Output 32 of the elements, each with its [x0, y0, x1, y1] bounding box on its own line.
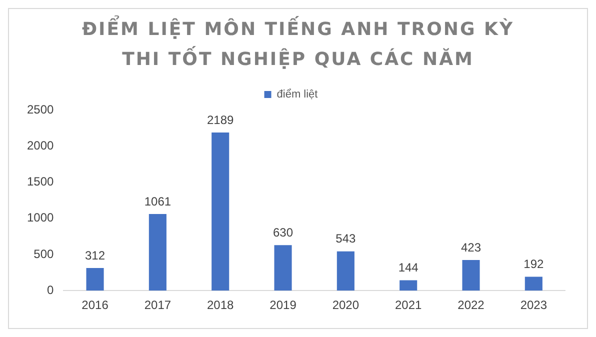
data-label: 423: [460, 240, 482, 254]
x-tick-label: 2022: [458, 298, 485, 312]
bar: [212, 132, 230, 291]
data-label: 1061: [144, 194, 172, 208]
data-label: 144: [398, 260, 419, 275]
chart-title: ĐIỂM LIỆT MÔN TIẾNG ANH TRONG KỲ THI TỐT NGHIỆP QUA CÁC NĂM: [80, 15, 516, 72]
legend-label: điểm liệt: [276, 88, 318, 101]
bar: [274, 245, 292, 291]
data-label: 312: [85, 248, 106, 262]
y-tick-label: 500: [34, 246, 54, 261]
data-label: 543: [336, 232, 356, 246]
data-label: 192: [524, 257, 544, 272]
y-tick-label: 2500: [26, 102, 54, 116]
y-tick-label: 2000: [26, 138, 54, 152]
x-tick-label: 2020: [332, 298, 360, 312]
y-tick-label: 1500: [26, 174, 54, 189]
bar: [86, 268, 104, 291]
bar: [462, 260, 480, 291]
bar: [148, 214, 166, 291]
data-label: 630: [273, 225, 294, 240]
x-tick-label: 2017: [144, 298, 172, 312]
x-tick-label: 2023: [520, 298, 548, 312]
bar: [336, 251, 354, 291]
bar: [524, 276, 542, 291]
x-tick-label: 2021: [394, 298, 422, 312]
x-tick-label: 2019: [270, 298, 297, 312]
y-tick-label: 1000: [26, 210, 54, 225]
x-tick-label: 2016: [82, 298, 109, 312]
y-tick-label: 0: [47, 282, 54, 297]
bar: [400, 280, 418, 291]
data-label: 2189: [207, 112, 234, 127]
x-tick-label: 2018: [207, 298, 234, 312]
